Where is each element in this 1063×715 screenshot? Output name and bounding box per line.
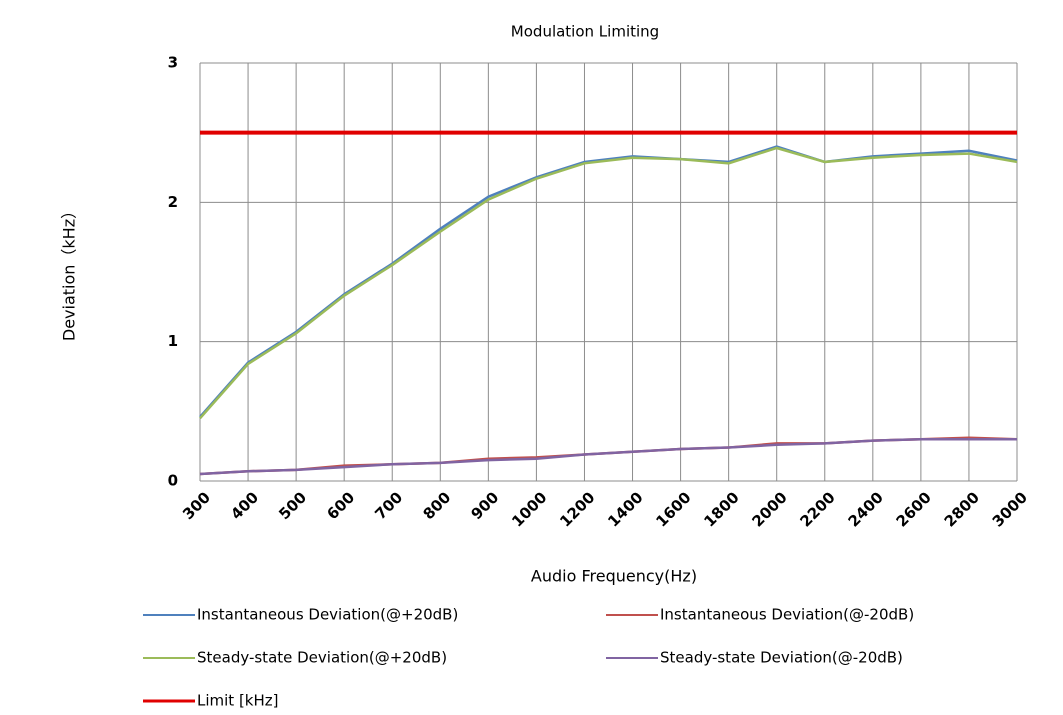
y-tick-label: 2 xyxy=(168,193,178,211)
legend-label: Limit [kHz] xyxy=(197,692,279,710)
y-tick-label: 1 xyxy=(168,332,178,350)
x-axis-label: Audio Frequency(Hz) xyxy=(531,567,697,586)
series-line xyxy=(199,437,1017,476)
legend-label: Instantaneous Deviation(@-20dB) xyxy=(660,606,914,624)
legend-label: Steady-state Deviation(@+20dB) xyxy=(197,649,447,667)
series-line xyxy=(199,146,1018,420)
legend-label: Instantaneous Deviation(@+20dB) xyxy=(197,606,458,624)
chart-title: Modulation Limiting xyxy=(511,23,659,41)
legend-label: Steady-state Deviation(@-20dB) xyxy=(660,649,903,667)
y-axis-label: Deviation（kHz） xyxy=(60,203,79,341)
y-tick-label: 3 xyxy=(168,54,178,72)
y-tick-label: 0 xyxy=(168,472,178,490)
